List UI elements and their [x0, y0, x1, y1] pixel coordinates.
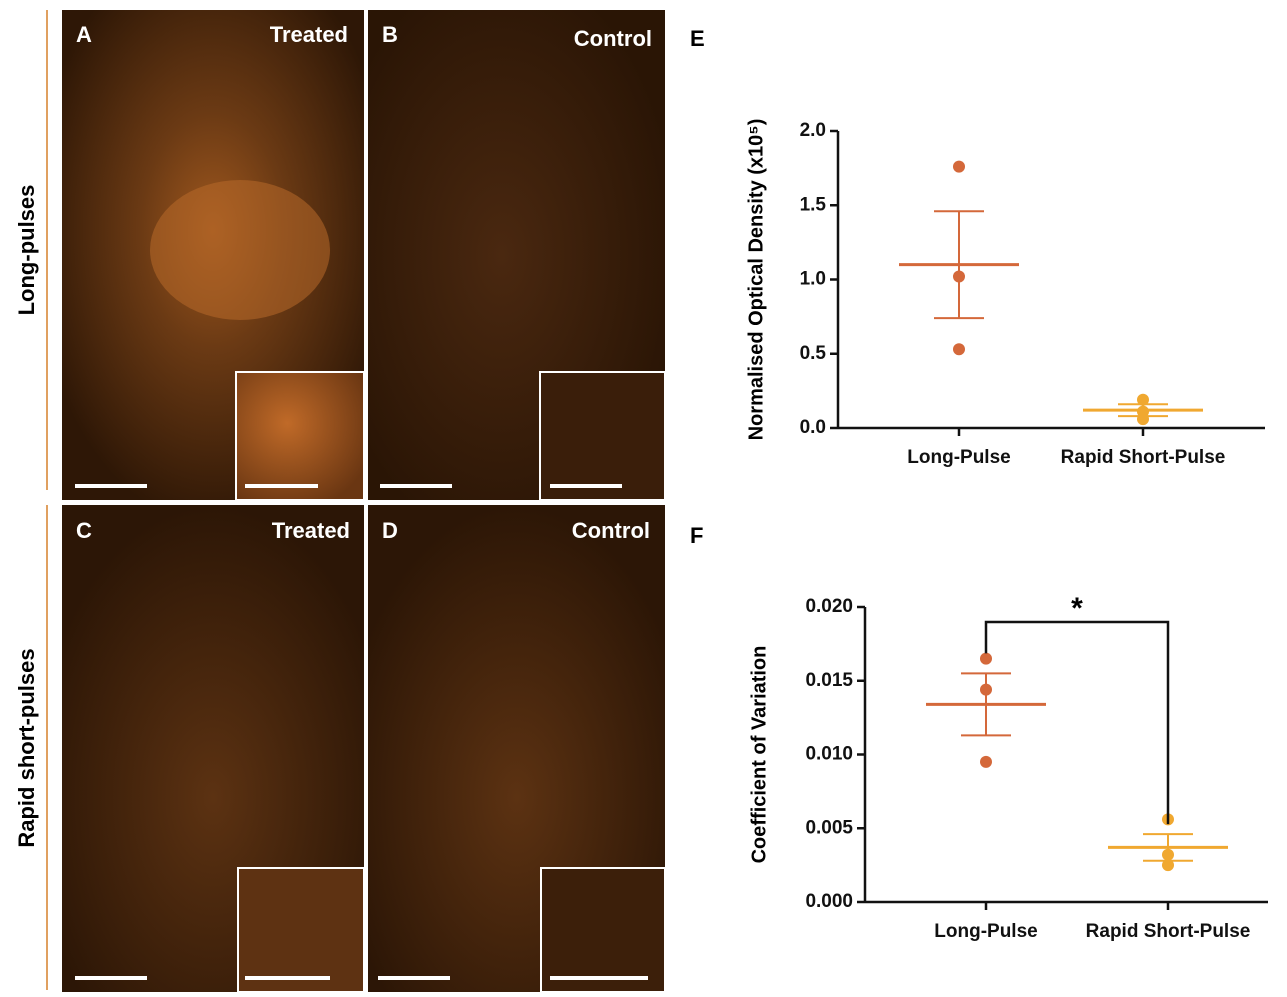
y-axis-label: Normalised Optical Density (x10⁵): [745, 119, 767, 441]
data-point: [980, 756, 992, 768]
image-panel: B Control: [368, 10, 665, 500]
x-tick-label: Long-Pulse: [907, 447, 1010, 468]
y-tick-label: 0.000: [805, 891, 853, 912]
x-tick-label: Rapid Short-Pulse: [1086, 921, 1251, 942]
data-point: [953, 271, 965, 283]
panel-label: F: [690, 523, 703, 548]
x-tick-label: Rapid Short-Pulse: [1061, 447, 1226, 468]
data-point: [953, 161, 965, 173]
panel-condition: Treated: [272, 518, 350, 543]
image-panel: C Treated: [62, 505, 364, 992]
panel-condition: Treated: [270, 22, 348, 47]
figure: Long-pulses Rapid short-pulses A Treated…: [0, 0, 1287, 992]
data-point: [1162, 859, 1174, 871]
data-point: [1137, 413, 1149, 425]
data-point: [1137, 394, 1149, 406]
y-tick-label: 0.015: [805, 670, 853, 691]
y-tick-label: 0.5: [800, 343, 827, 364]
panel-letter: B: [382, 22, 398, 47]
y-tick-label: 0.020: [805, 596, 853, 617]
data-point: [980, 653, 992, 665]
y-tick-label: 1.0: [800, 269, 826, 290]
panel-letter: A: [76, 22, 92, 47]
data-point: [953, 343, 965, 355]
y-axis-label: Coefficient of Variation: [748, 646, 770, 864]
image-panel: D Control: [368, 505, 665, 992]
y-tick-label: 2.0: [800, 120, 826, 141]
image-panel: A Treated: [62, 10, 364, 500]
panel-condition: Control: [574, 26, 652, 51]
panel-letter: C: [76, 518, 92, 543]
row-label: Long-pulses: [14, 185, 39, 316]
panel-condition: Control: [572, 518, 650, 543]
x-tick-label: Long-Pulse: [934, 921, 1037, 942]
y-tick-label: 0.005: [805, 817, 853, 838]
y-tick-label: 0.010: [805, 744, 853, 765]
panel-letter: D: [382, 518, 398, 543]
y-tick-label: 0.0: [800, 417, 826, 438]
significance-label: *: [1071, 592, 1083, 625]
significance-bracket: [986, 622, 1168, 824]
data-point: [1162, 849, 1174, 861]
panel-label: E: [690, 26, 705, 51]
y-tick-label: 1.5: [800, 194, 827, 215]
data-point: [980, 684, 992, 696]
row-label: Rapid short-pulses: [14, 648, 39, 847]
